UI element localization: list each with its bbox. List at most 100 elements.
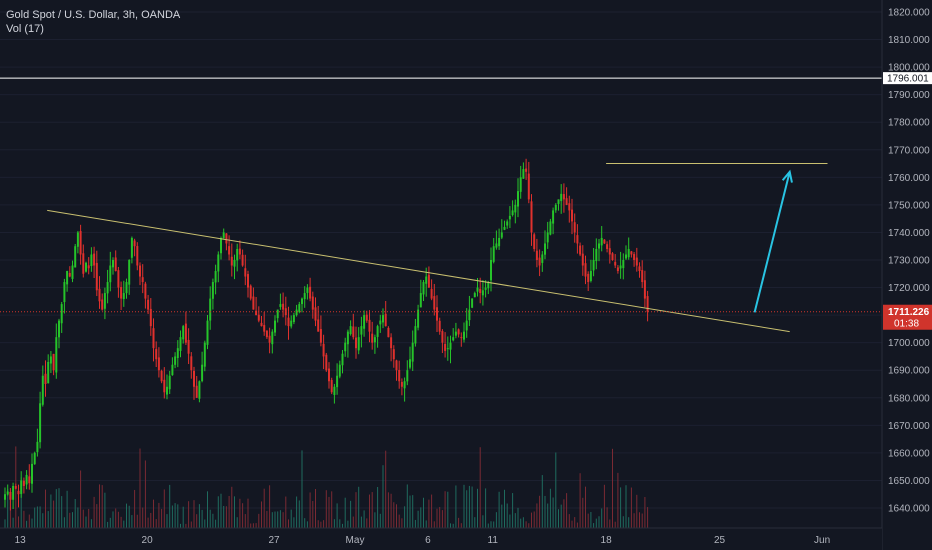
- candle-body: [52, 353, 55, 371]
- volume-bar: [366, 518, 368, 528]
- price-tick-label: 1670.000: [888, 421, 930, 432]
- candle-body: [554, 204, 557, 211]
- volume-bar: [174, 503, 176, 528]
- candle-body: [511, 210, 514, 216]
- volume-bar: [350, 500, 352, 528]
- candle-body: [625, 254, 627, 259]
- projection-arrow[interactable]: [753, 171, 791, 313]
- volume-bar: [601, 508, 603, 528]
- trend-line[interactable]: [47, 209, 790, 333]
- candle-body: [190, 356, 193, 371]
- candle-body: [128, 260, 131, 285]
- candle-body: [109, 265, 112, 283]
- volume-bar: [644, 497, 646, 528]
- candle-body: [638, 266, 641, 272]
- volume-bar: [150, 512, 152, 528]
- candle-body: [436, 307, 438, 321]
- candle-body: [463, 331, 465, 340]
- volume-bar: [428, 499, 430, 528]
- candle-body: [260, 322, 263, 327]
- volume-bar: [501, 504, 503, 528]
- volume-bar: [339, 519, 341, 528]
- volume-bar: [571, 520, 573, 528]
- candle-body: [149, 308, 152, 327]
- candle-body: [41, 375, 44, 405]
- time-tick-label: 27: [268, 535, 280, 546]
- candle-body: [209, 298, 212, 321]
- time-tick-label: 13: [15, 535, 27, 546]
- candle-body: [392, 349, 395, 360]
- candle-body: [336, 375, 339, 388]
- time-tick-label: Jun: [814, 535, 830, 546]
- volume-bar: [161, 508, 163, 528]
- candle-body: [622, 260, 625, 269]
- volume-bar: [277, 511, 279, 528]
- volume-bar: [26, 520, 28, 528]
- volume-bar: [482, 515, 484, 528]
- volume-bar: [182, 506, 184, 528]
- drawings[interactable]: [0, 77, 882, 333]
- volume-bar: [506, 503, 508, 528]
- candle-body: [382, 315, 384, 323]
- time-scale[interactable]: 13 20 27 May 6 11 18 25 Jun: [0, 527, 882, 550]
- symbol-title[interactable]: Gold Spot / U.S. Dollar, 3h, OANDA: [6, 9, 181, 21]
- volume-bar: [325, 490, 327, 528]
- volume-bar: [647, 507, 649, 528]
- candle-body: [581, 253, 584, 266]
- volume-bar: [58, 488, 60, 528]
- candle-body: [58, 320, 60, 338]
- volume-bar: [166, 514, 168, 528]
- candle-body: [55, 337, 58, 373]
- candle-body: [346, 331, 349, 345]
- candle-body: [557, 199, 560, 204]
- volume-bar: [147, 517, 149, 528]
- candle-body: [387, 327, 390, 338]
- volume-bar: [55, 489, 57, 528]
- volume-bar: [563, 499, 565, 528]
- price-scale-background: [882, 0, 932, 550]
- volume-bar: [320, 521, 322, 528]
- candle-body: [301, 298, 303, 305]
- volume-bar: [549, 488, 551, 528]
- candle-body: [441, 331, 444, 343]
- volume-bar: [398, 514, 400, 528]
- time-tick-label: 11: [488, 535, 499, 546]
- volume-bar: [444, 491, 446, 528]
- volume-bar: [296, 496, 298, 528]
- volume-bar: [377, 487, 379, 528]
- volume-indicator-label[interactable]: Vol (17): [6, 23, 44, 35]
- candle-body: [211, 282, 214, 299]
- volume-bar: [547, 503, 549, 528]
- volume-bar: [385, 450, 387, 528]
- candle-body: [166, 386, 168, 395]
- candle-body: [630, 251, 633, 255]
- volume-bar: [363, 510, 365, 528]
- candle-body: [568, 203, 571, 211]
- candle-body: [498, 237, 501, 247]
- time-tick-label: 6: [425, 535, 431, 546]
- time-tick-label: 20: [142, 535, 154, 546]
- volume-bar: [595, 518, 597, 528]
- volume-bar: [358, 486, 360, 528]
- volume-bar: [630, 487, 632, 528]
- volume-bar: [606, 507, 608, 528]
- candle-body: [595, 248, 598, 262]
- candle-body: [398, 369, 401, 382]
- volume-bar: [412, 495, 414, 528]
- volume-bar: [258, 513, 260, 528]
- candle-body: [325, 354, 328, 371]
- volume-bar: [387, 492, 389, 528]
- volume-bar: [495, 512, 497, 528]
- volume-bar: [525, 521, 527, 528]
- candle-body: [322, 343, 325, 357]
- volume-bar: [304, 518, 306, 528]
- candle-body: [643, 280, 646, 299]
- candle-body: [487, 282, 490, 289]
- candle-body: [317, 319, 320, 332]
- volume-bar: [274, 511, 276, 528]
- price-scale[interactable]: 1640.000 1650.000 1660.000 1670.000 1680.000…: [881, 0, 932, 550]
- candle-body: [349, 326, 352, 335]
- candle-body: [641, 270, 644, 283]
